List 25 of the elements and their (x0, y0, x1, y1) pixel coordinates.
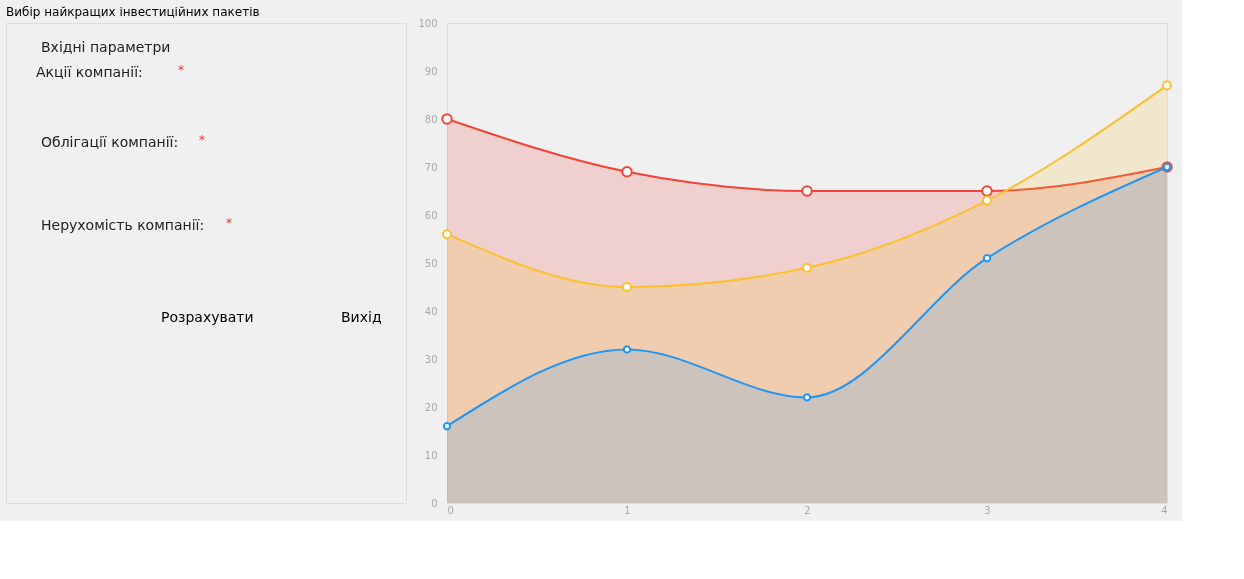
x-tick-label: 0 (447, 504, 454, 516)
text: * (178, 63, 184, 77)
x-tick-label: 2 (804, 504, 811, 516)
text: Нерухомість компанії: (41, 217, 205, 233)
y-tick-label: 40 (424, 305, 438, 317)
text: Облігації компанії: (41, 134, 179, 150)
y-tick-label: 100 (418, 17, 438, 29)
y-tick-label: 60 (424, 209, 438, 221)
text: Вхідні параметри (41, 39, 171, 55)
y-tick-label: 30 (424, 353, 438, 365)
y-tick-label: 50 (424, 257, 438, 269)
text: * (199, 133, 205, 147)
y-tick-label: 90 (424, 65, 438, 77)
y-tick-label: 80 (424, 113, 438, 125)
y-tick-label: 70 (424, 161, 438, 173)
text: * (226, 216, 232, 230)
text: Вибір найкращих інвестиційних пакетів (6, 5, 260, 19)
text: Розрахувати (161, 309, 254, 325)
y-tick-label: 20 (424, 401, 438, 413)
x-tick-label: 4 (1161, 504, 1168, 516)
text: Акції компанії: (36, 64, 143, 80)
x-tick-label: 1 (624, 504, 631, 516)
text: Вихід (341, 309, 382, 325)
y-tick-label: 10 (424, 449, 438, 461)
x-tick-label: 3 (984, 504, 991, 516)
